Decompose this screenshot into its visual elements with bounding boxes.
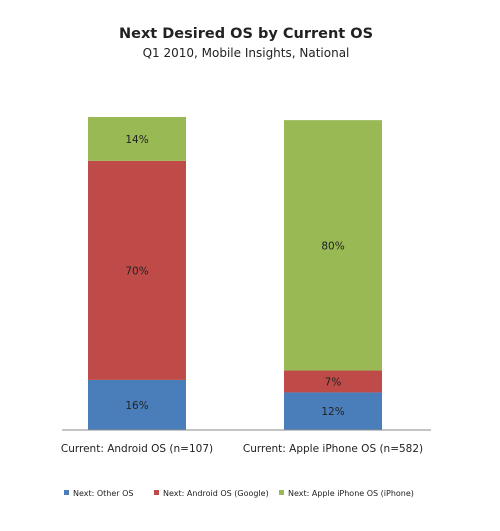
data-label-next-apple-iphone-os-iphone-2: 80% [321, 240, 344, 252]
bar-group: 16% 70% 14% 12% 7% 80% [88, 117, 382, 430]
data-label-next-android-os-google-1: 70% [125, 265, 148, 277]
legend-label-next-other-os: Next: Other OS [73, 489, 134, 498]
data-label-next-other-os-1: 16% [125, 400, 148, 412]
legend: Next: Other OS Next: Android OS (Google) N… [64, 489, 414, 498]
bar-segment-next-apple-iphone-os-iphone-2 [284, 120, 382, 371]
legend-label-next-apple-iphone-os-iphone: Next: Apple iPhone OS (iPhone) [288, 489, 414, 498]
chart-title: Next Desired OS by Current OS [119, 26, 373, 42]
category-label-1: Current: Android OS (n=107) [61, 443, 213, 455]
bar-segment-next-android-os-google-2 [284, 370, 382, 393]
data-label-next-android-os-google-2: 7% [325, 376, 342, 388]
bar-segment-next-android-os-google-1 [88, 160, 186, 380]
chart-subtitle: Q1 2010, Mobile Insights, National [143, 46, 350, 60]
bar-segment-next-apple-iphone-os-iphone-1 [88, 117, 186, 161]
bar-segment-next-other-os-1 [88, 379, 186, 430]
legend-swatch-next-android-os-google [154, 490, 159, 495]
legend-swatch-next-apple-iphone-os-iphone [279, 490, 284, 495]
data-label-next-other-os-2: 12% [321, 406, 344, 418]
bar-segment-next-other-os-2 [284, 392, 382, 430]
legend-label-next-android-os-google: Next: Android OS (Google) [163, 489, 269, 498]
data-label-next-apple-iphone-os-iphone-1: 14% [125, 134, 148, 146]
category-label-2: Current: Apple iPhone OS (n=582) [243, 443, 423, 455]
legend-swatch-next-other-os [64, 490, 69, 495]
category-labels: Current: Android OS (n=107) Current: Appl… [61, 443, 423, 455]
